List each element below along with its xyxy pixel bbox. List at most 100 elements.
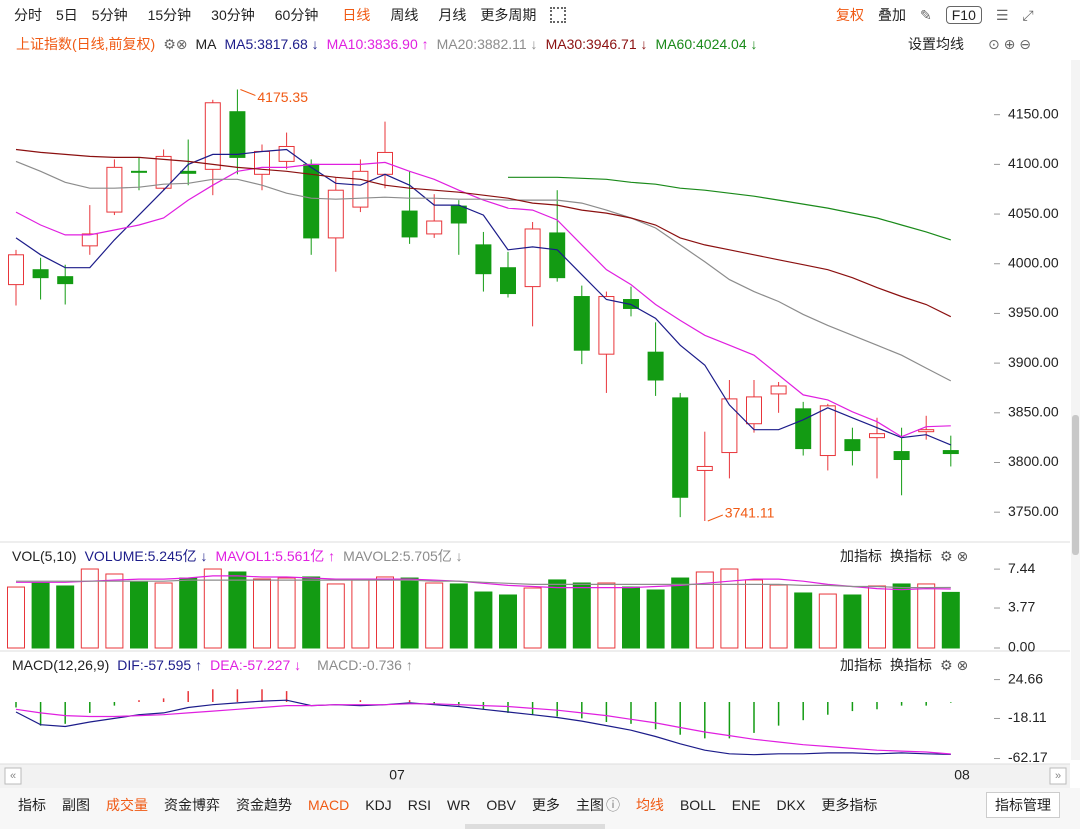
mavol-legend: MAVOL1:5.561亿 ↑ MAVOL2:5.705亿 ↓ <box>216 546 471 566</box>
volume-bar <box>228 571 247 649</box>
period[interactable]: 更多周期 <box>480 7 537 23</box>
volume-bar <box>843 594 862 649</box>
tab[interactable]: MACD <box>308 797 350 813</box>
volume-bar <box>130 581 148 649</box>
period[interactable]: 周线 <box>390 7 419 23</box>
volume-bar <box>105 573 124 649</box>
period[interactable]: 5日 <box>56 7 78 23</box>
legend-entry: MA30:3946.71 ↓ <box>545 36 648 52</box>
candle-body <box>672 397 689 498</box>
switch-indicator[interactable]: 换指标 <box>890 548 932 564</box>
candle-body <box>770 385 787 395</box>
tab[interactable]: DKX <box>776 797 806 813</box>
gear-icon[interactable]: ⚙⊗ <box>163 35 188 52</box>
tab[interactable]: 更多指标 <box>821 797 878 813</box>
candle-body <box>819 405 836 457</box>
candle-body <box>918 429 935 433</box>
y-tick-label: 7.44 <box>1008 560 1035 576</box>
add-indicator[interactable]: 加指标 <box>840 657 882 673</box>
add-indicator[interactable]: 加指标 <box>840 548 882 564</box>
period[interactable]: 5分钟 <box>91 7 128 23</box>
tab[interactable]: RSI <box>407 797 432 813</box>
candle-body <box>352 170 369 208</box>
f10[interactable]: F10 <box>945 6 982 24</box>
scroll-left[interactable] <box>4 767 22 785</box>
tab[interactable]: WR <box>447 797 471 813</box>
volume-bar <box>597 582 616 649</box>
volume-name: VOLUME:5.245亿 ↓ <box>84 548 208 564</box>
tab[interactable]: 资金博弈 <box>164 797 220 813</box>
y-tick-label: 3950.00 <box>1008 304 1059 320</box>
panel-icons[interactable]: ⚙ ⊗ <box>940 547 969 564</box>
period[interactable]: 30分钟 <box>211 7 255 23</box>
footer-tabs: 指标 副图 成交量 资金博弈 资金趋势 MACD KDJ RSI WR OBV … <box>18 794 893 816</box>
manage-button[interactable]: 指标管理 <box>986 792 1060 818</box>
tab[interactable]: 均线 <box>635 797 664 813</box>
y-tick-label: -62.17 <box>1008 749 1048 765</box>
help-icon[interactable]: ⓘ <box>605 797 620 813</box>
volume-bar <box>376 576 394 649</box>
macd-buttons: 加指标 换指标 ⚙ ⊗ <box>840 655 982 675</box>
candle-body <box>131 170 147 173</box>
fullscreen-icon[interactable]: ⤢ <box>1022 6 1034 23</box>
ma-line <box>16 575 951 591</box>
volume-title: VOL(5,10) <box>12 548 77 564</box>
zoom-icons[interactable]: ⊙ ⊕ ⊖ <box>988 35 1031 52</box>
footer-handle[interactable] <box>465 824 605 829</box>
tab[interactable]: ENE <box>731 797 761 813</box>
scrollbar-thumb[interactable] <box>1072 415 1079 555</box>
period[interactable]: 60分钟 <box>274 7 319 23</box>
y-tick-label: 3800.00 <box>1008 453 1059 469</box>
volume-bar <box>203 568 222 649</box>
period[interactable]: 15分钟 <box>147 7 192 23</box>
tab-label: 副图 <box>62 797 90 813</box>
settings-icon[interactable]: ☰ <box>995 6 1009 23</box>
candle-body <box>795 408 812 450</box>
y-tick-label: 4100.00 <box>1008 155 1059 171</box>
volume-bar <box>31 582 50 649</box>
scroll-right-icon[interactable]: » <box>1055 770 1061 782</box>
candle-body <box>598 296 615 355</box>
y-tick-label: 3850.00 <box>1008 404 1059 420</box>
pen-icon[interactable]: ✎ <box>920 6 932 23</box>
candle-body <box>450 205 467 224</box>
candle-body <box>229 111 246 158</box>
tab[interactable]: 资金趋势 <box>236 797 292 813</box>
candle-body <box>401 210 418 238</box>
volume-bar <box>154 582 173 649</box>
overlay[interactable]: 叠加 <box>878 7 906 23</box>
x-axis-band <box>0 764 1070 788</box>
volume-bar <box>745 579 763 649</box>
period-active[interactable]: 日线 <box>342 7 371 23</box>
ma-line <box>15 148 952 318</box>
hist-name: MACD:-0.736 ↑ <box>317 657 413 673</box>
tab[interactable]: OBV <box>486 797 516 813</box>
tab[interactable]: 更多 <box>531 797 560 813</box>
panel-icons[interactable]: ⚙ ⊗ <box>940 656 969 673</box>
volume-bar <box>548 579 567 649</box>
footer-bg <box>0 788 1080 829</box>
volume-bar <box>449 583 468 649</box>
legend-entry: MA60:4024.04 ↓ <box>655 36 758 52</box>
grid-icon[interactable] <box>550 7 567 23</box>
adjust[interactable]: 复权 <box>836 7 864 23</box>
manage-label[interactable]: 指标管理 <box>995 797 1051 813</box>
switch-indicator[interactable]: 换指标 <box>890 657 932 673</box>
ma-line <box>508 176 951 241</box>
scroll-right[interactable] <box>1049 767 1067 785</box>
tab[interactable]: KDJ <box>365 797 392 813</box>
period[interactable]: 分时 <box>14 7 42 23</box>
tab[interactable]: 成交量 <box>106 797 148 813</box>
scrollbar-track <box>1071 60 1080 760</box>
tab[interactable]: BOLL <box>679 797 716 813</box>
ma-settings-button[interactable]: 设置均线 <box>908 36 964 52</box>
y-tick-label: 0.00 <box>1008 639 1035 655</box>
scroll-left-icon[interactable]: « <box>10 770 16 782</box>
candle-body <box>32 269 49 279</box>
legend-entry: DIF:-57.595 ↑ <box>117 657 203 673</box>
volume-bar <box>622 586 640 649</box>
ma-line <box>15 148 952 446</box>
candle-body <box>647 351 664 381</box>
period[interactable]: 月线 <box>438 7 467 23</box>
legend-entry: MA20:3882.11 ↓ <box>436 36 538 52</box>
